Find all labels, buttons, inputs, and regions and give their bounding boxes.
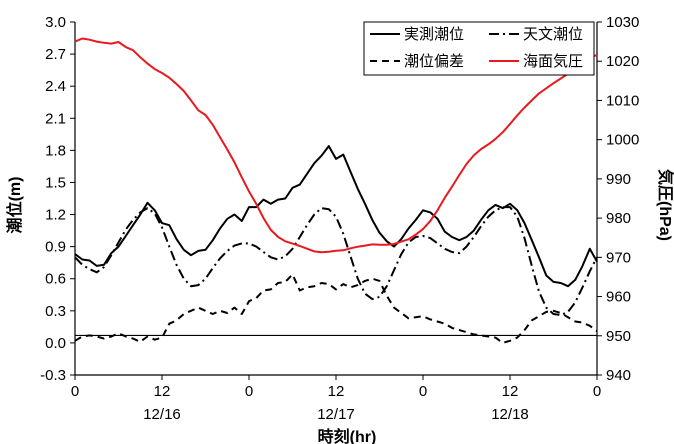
series-line-2 — [74, 206, 598, 317]
x-tick-label: 12 — [328, 383, 345, 400]
right-tick-label: 990 — [606, 171, 631, 188]
right-tick-label: 950 — [606, 328, 631, 345]
x-tick-label: 0 — [419, 383, 427, 400]
left-tick-label: 3.0 — [45, 14, 66, 31]
left-axis-ticks: -0.3 0.0 0.3 0.6 0.9 1.2 1.5 1.8 2.1 2.4 2.7 3.0 — [40, 14, 75, 384]
x-tick-label: 0 — [71, 383, 79, 400]
x-tick-label: 12 — [154, 383, 171, 400]
right-tick-label: 960 — [606, 289, 631, 306]
right-tick-label: 980 — [606, 210, 631, 227]
x-axis-date-labels: 12/16 12/17 12/18 — [143, 406, 529, 423]
x-tick-label: 0 — [593, 383, 601, 400]
right-tick-label: 970 — [606, 249, 631, 266]
right-tick-label: 1020 — [606, 53, 639, 70]
series-line-1 — [74, 145, 598, 288]
x-tick-label: 12 — [502, 383, 519, 400]
legend-label: 天文潮位 — [523, 26, 583, 43]
left-tick-label: 0.9 — [45, 239, 66, 256]
left-tick-label: 2.4 — [45, 78, 66, 95]
left-tick-label: 0.0 — [45, 335, 66, 352]
legend-label: 実測潮位 — [404, 26, 464, 43]
left-tick-label: 1.5 — [45, 174, 66, 191]
right-tick-label: 940 — [606, 367, 631, 384]
legend-label: 潮位偏差 — [404, 53, 464, 70]
right-tick-label: 1000 — [606, 132, 639, 149]
x-date-label: 12/17 — [317, 406, 355, 423]
series-line-3 — [74, 273, 598, 344]
left-tick-label: 1.2 — [45, 207, 66, 224]
left-tick-label: 2.1 — [45, 110, 66, 127]
series-line-4 — [74, 37, 598, 254]
legend-label: 海面気圧 — [523, 53, 583, 70]
series-layer — [74, 37, 598, 344]
x-tick-label: 0 — [245, 383, 253, 400]
x-axis-ticks: 0 12 0 12 0 12 0 — [71, 375, 601, 400]
left-tick-label: 0.3 — [45, 303, 66, 320]
right-tick-label: 1010 — [606, 92, 639, 109]
x-date-label: 12/16 — [143, 406, 181, 423]
legend-box — [363, 21, 595, 76]
left-tick-label: 1.8 — [45, 142, 66, 159]
x-date-label: 12/18 — [491, 406, 529, 423]
left-axis-title: 潮位(m) — [5, 177, 24, 234]
right-axis-title: 気圧(hPa) — [656, 169, 674, 241]
left-tick-label: 0.6 — [45, 271, 66, 288]
right-tick-label: 1030 — [606, 14, 639, 31]
left-tick-label: 2.7 — [45, 46, 66, 63]
x-axis-title: 時刻(hr) — [318, 427, 377, 444]
left-tick-label: -0.3 — [40, 367, 66, 384]
right-axis-ticks: 940 950 960 970 980 990 1000 1010 1020 1030 — [597, 14, 639, 384]
